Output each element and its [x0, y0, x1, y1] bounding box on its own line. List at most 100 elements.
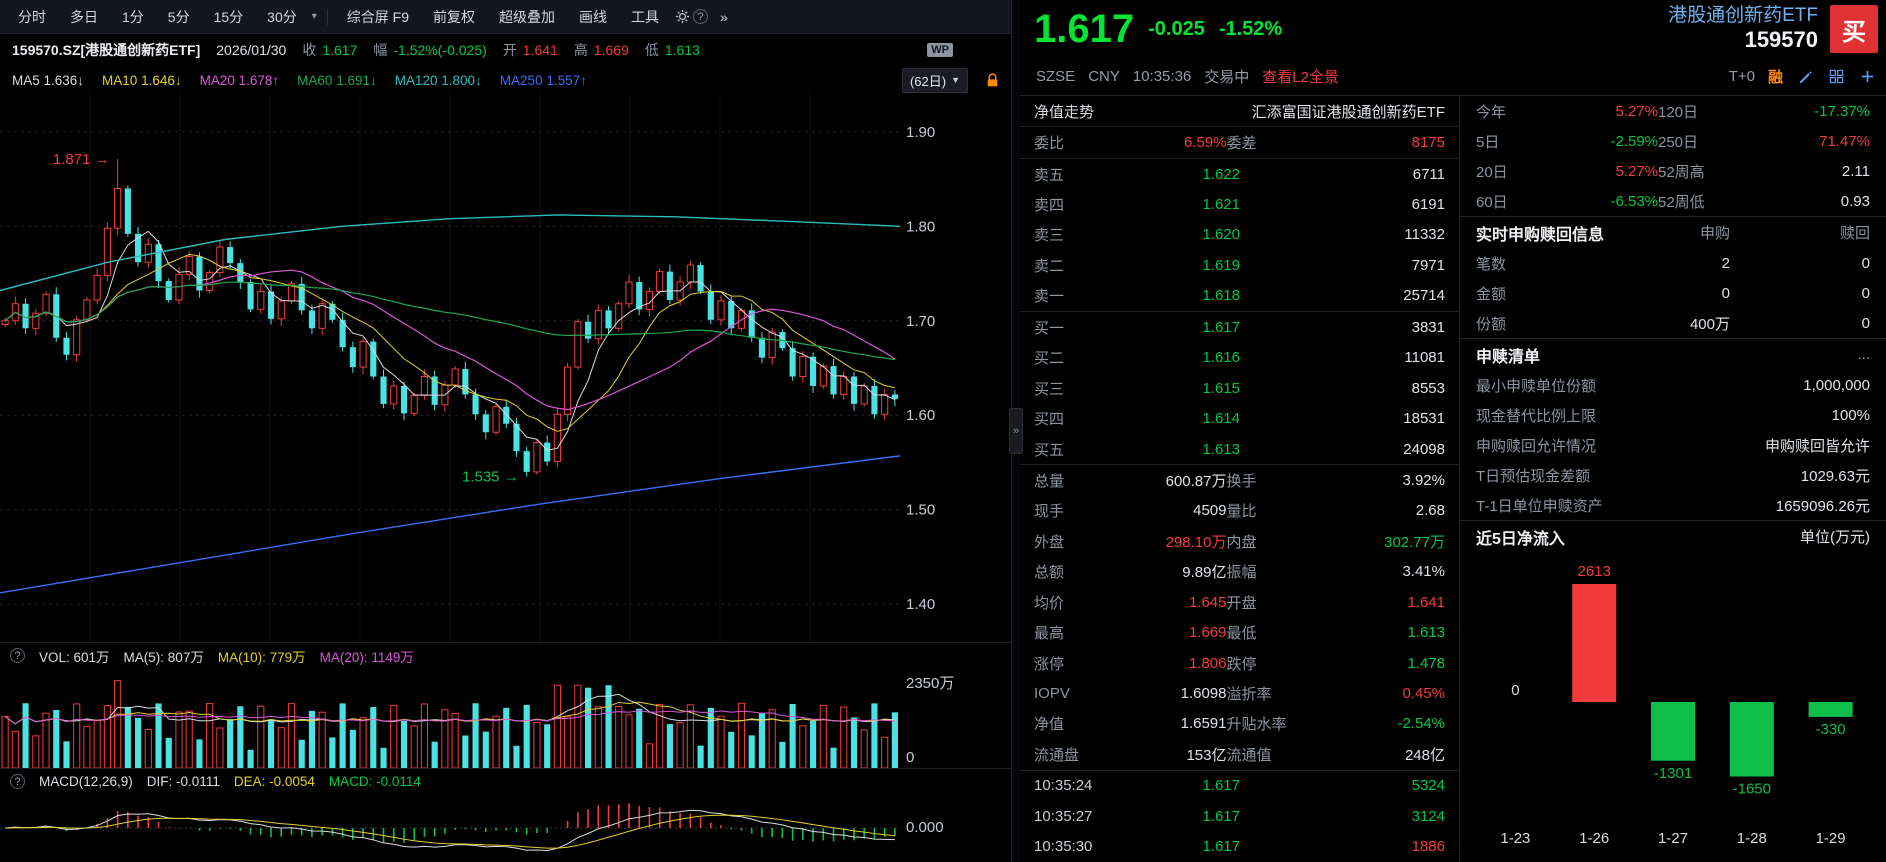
more-link[interactable]: ... — [1857, 346, 1870, 363]
volume-chart[interactable]: 2350万 0 — [0, 668, 1011, 768]
ask-row-5[interactable]: 卖五 1.622 6711 — [1020, 159, 1459, 189]
open-label: 开 — [502, 42, 517, 58]
net-inflow-chart[interactable]: 0 2613 -1301 -1650 -330 — [1460, 552, 1886, 830]
flow-title: 近5日净流入 — [1476, 530, 1565, 548]
list-label: T日预估现金差额 — [1476, 467, 1591, 485]
tab-timeframe-fenshi[interactable]: 分时 — [18, 8, 46, 25]
add-panel-icon[interactable] — [1858, 68, 1876, 86]
sub-redeem: 0 — [1861, 254, 1870, 272]
svg-text:0: 0 — [1511, 682, 1519, 699]
perf-value: -17.37% — [1814, 102, 1870, 120]
macd-chart[interactable]: 0.000 — [0, 794, 1011, 862]
security-code: 159570 — [1744, 27, 1818, 53]
tool-forward-adjust[interactable]: 前复权 — [433, 8, 476, 25]
ask4-price: 1.621 — [1202, 196, 1240, 214]
dropdown-triangle-icon: ▼ — [951, 75, 960, 85]
l2-link[interactable]: 查看L2全景 — [1262, 69, 1339, 86]
ask-row-1[interactable]: 卖一 1.618 25714 — [1020, 281, 1459, 313]
ask2-price: 1.619 — [1202, 256, 1240, 274]
low-pair: 低 1.613 — [645, 40, 700, 60]
ma250-label: MA250 1.557↑ — [499, 72, 587, 88]
tab-timeframe-15min[interactable]: 15分 — [213, 8, 244, 25]
subscribe-title: 实时申购赎回信息 — [1476, 226, 1605, 244]
candlestick-chart[interactable]: 1.90 1.80 1.70 1.60 1.50 1.40 1.871 → 1.535 → — [0, 94, 1011, 642]
tab-timeframe-5min[interactable]: 5分 — [167, 8, 190, 25]
settings-gear-icon[interactable] — [671, 6, 693, 28]
ma10-label: MA10 1.646↓ — [102, 72, 182, 88]
bid-row-1[interactable]: 买一 1.617 3831 — [1020, 312, 1459, 342]
tab-timeframe-duori[interactable]: 多日 — [70, 8, 98, 25]
tool-tools[interactable]: 工具 — [631, 8, 660, 25]
ask-row-2[interactable]: 卖二 1.619 7971 — [1020, 250, 1459, 280]
nav-row: 净值走势 汇添富国证港股通创新药ETF — [1020, 96, 1459, 128]
ask-row-3[interactable]: 卖三 1.620 11332 — [1020, 220, 1459, 250]
bid-row-3[interactable]: 买三 1.615 8553 — [1020, 373, 1459, 403]
tick-time: 10:35:27 — [1034, 807, 1093, 825]
stat-value: 9.89亿 — [1182, 564, 1227, 582]
ma20-label: MA20 1.678↑ — [199, 72, 280, 88]
edit-icon[interactable] — [1796, 68, 1814, 86]
stat-row-high-low: 最高 1.669 最低 1.613 — [1020, 617, 1459, 647]
tab-timeframe-1min[interactable]: 1分 — [122, 8, 144, 25]
stat-label: 升贴水率 — [1226, 716, 1287, 734]
tool-super-overlay[interactable]: 超级叠加 — [499, 8, 556, 25]
ma-indicator-bar: MA5 1.636↓ MA10 1.646↓ MA20 1.678↑ MA60 … — [0, 66, 1011, 94]
vol-ma20-label: MA(20): 1149万 — [319, 649, 414, 665]
quote-header: 1.617 -0.025 -1.52% 港股通创新药ETF 159570 买 — [1020, 0, 1886, 58]
lock-icon[interactable] — [986, 72, 999, 88]
tool-draw-line[interactable]: 画线 — [579, 8, 608, 25]
stat-value: 1.669 — [1188, 624, 1227, 642]
collapse-handle[interactable]: » — [1009, 408, 1023, 454]
stat-value: 4509 — [1193, 502, 1227, 520]
ask3-label: 卖三 — [1034, 227, 1065, 245]
timeframe-dropdown-icon[interactable]: ▾ — [311, 11, 317, 22]
list-value: 1659096.26元 — [1775, 497, 1870, 515]
bid-row-4[interactable]: 买四 1.614 18531 — [1020, 403, 1459, 433]
stat-value: 302.77万 — [1384, 533, 1445, 551]
help-icon[interactable]: ? — [693, 9, 709, 24]
tick-row: 10:35:27 1.617 3124 — [1020, 801, 1459, 831]
period-selector[interactable]: (62日) ▼ — [901, 67, 968, 93]
tick-price: 1.617 — [1202, 807, 1240, 825]
nav-trend-link[interactable]: 净值走势 — [1034, 103, 1095, 121]
ask2-vol: 7971 — [1411, 256, 1445, 274]
svg-text:2613: 2613 — [1578, 563, 1611, 580]
grid-layout-icon[interactable] — [1827, 68, 1845, 86]
ask5-vol: 6711 — [1412, 165, 1445, 183]
price-change: -0.025 — [1148, 17, 1205, 40]
stat-row-nav: 净值 1.6591 升贴水率 -2.54% — [1020, 709, 1459, 739]
stat-value: 1.6591 — [1180, 715, 1227, 733]
stat-label: 内盘 — [1226, 533, 1257, 551]
volume-help-icon[interactable]: ? — [10, 648, 25, 663]
fund-full-name: 汇添富国证港股通创新药ETF — [1251, 103, 1445, 121]
tick-vol: 5324 — [1411, 777, 1445, 795]
ask5-price: 1.622 — [1202, 165, 1240, 183]
perf-value: -6.53% — [1610, 192, 1658, 210]
stat-label: 总量 — [1034, 472, 1065, 490]
perf-value: 2.11 — [1841, 162, 1870, 180]
toolbar-more-icon[interactable]: » — [720, 8, 728, 25]
macd-help-icon[interactable]: ? — [10, 774, 25, 789]
ask-row-4[interactable]: 卖四 1.621 6191 — [1020, 189, 1459, 219]
svg-text:-1650: -1650 — [1733, 781, 1771, 798]
tick-row: 10:35:24 1.617 5324 — [1020, 771, 1459, 801]
stat-label: 流通盘 — [1034, 746, 1080, 764]
stat-row-float: 流通盘 153亿 流通值 248亿 — [1020, 739, 1459, 771]
wp-badge[interactable]: WP — [927, 43, 953, 57]
tool-composite-screen[interactable]: 综合屏 F9 — [346, 8, 410, 25]
perf-row: 60日 -6.53% 52周低 0.93 — [1460, 186, 1886, 216]
perf-value: 5.27% — [1615, 102, 1658, 120]
bid-row-5[interactable]: 买五 1.613 24098 — [1020, 434, 1459, 466]
flow-date: 1-26 — [1579, 830, 1610, 847]
ask4-label: 卖四 — [1034, 197, 1065, 215]
stat-label: 振幅 — [1226, 564, 1257, 582]
ask3-vol: 11332 — [1404, 226, 1445, 244]
right-section: 1.617 -0.025 -1.52% 港股通创新药ETF 159570 买 S… — [1020, 0, 1886, 862]
buy-button[interactable]: 买 — [1830, 5, 1878, 53]
stat-value: 3.41% — [1402, 563, 1445, 581]
ask1-label: 卖一 — [1034, 288, 1065, 306]
low-value: 1.613 — [664, 42, 700, 58]
tab-timeframe-30min[interactable]: 30分 — [267, 8, 297, 25]
bid-row-2[interactable]: 买二 1.616 11081 — [1020, 343, 1459, 373]
stat-label: IOPV — [1034, 685, 1070, 703]
